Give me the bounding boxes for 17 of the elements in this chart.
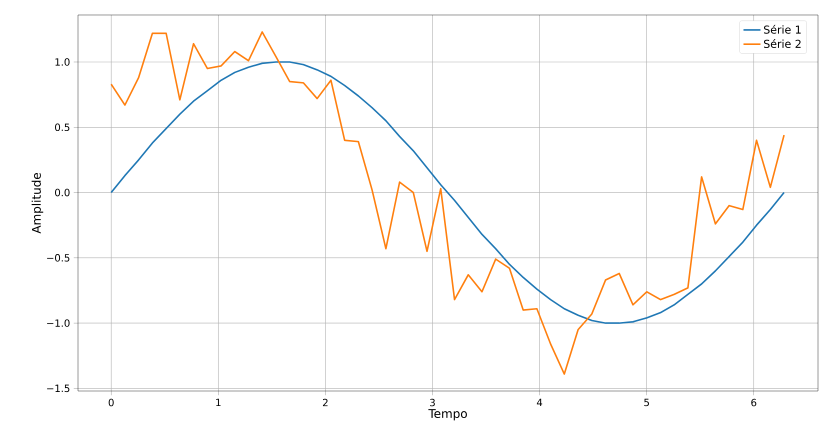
y-tick-label: −1.5	[47, 384, 70, 392]
x-tick-label: 4	[536, 398, 542, 406]
y-tick-label: −0.5	[47, 254, 70, 262]
x-axis-title: Tempo	[428, 409, 467, 420]
y-tick-label: 1.0	[55, 58, 70, 66]
x-tick-label: 0	[108, 398, 114, 406]
y-tick-label: 0.5	[55, 123, 70, 132]
legend-label: Série 1	[764, 24, 801, 34]
y-tick-label: 0.0	[55, 188, 70, 196]
y-axis-title: Amplitude	[32, 172, 44, 234]
x-tick-label: 3	[430, 398, 435, 406]
x-tick-label: 5	[644, 398, 649, 406]
x-tick-label: 2	[322, 398, 328, 406]
x-tick-label: 1	[216, 398, 221, 406]
y-tick-label: −1.0	[47, 319, 70, 327]
x-tick-label: 6	[751, 398, 756, 406]
legend-label: Série 2	[764, 39, 801, 48]
